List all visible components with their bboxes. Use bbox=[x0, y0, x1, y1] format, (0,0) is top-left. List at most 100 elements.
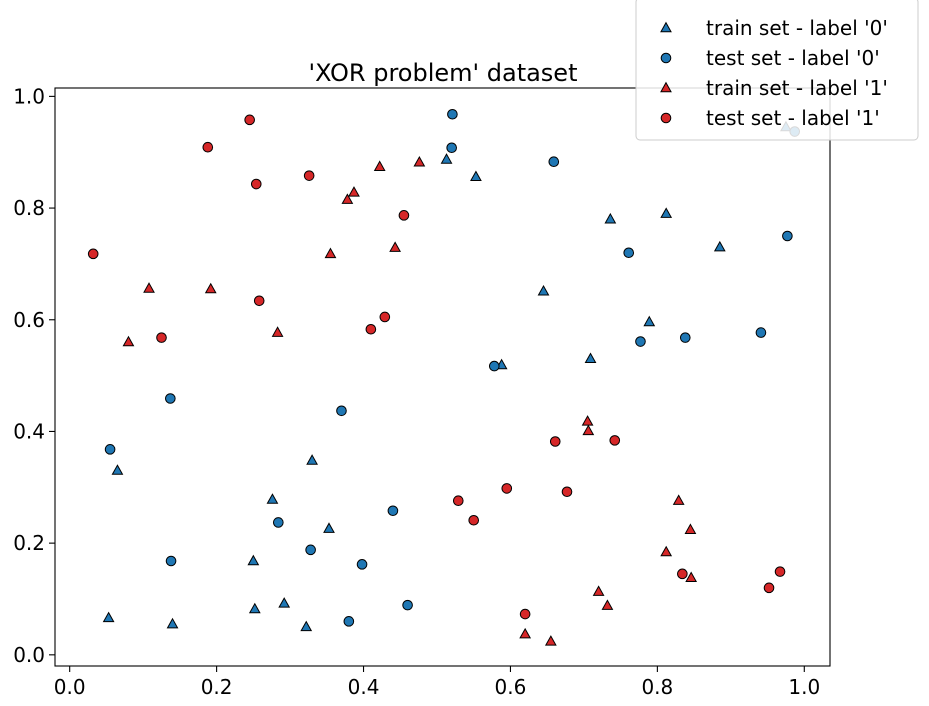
data-point bbox=[609, 435, 621, 446]
data-point bbox=[102, 611, 115, 623]
data-point bbox=[379, 311, 391, 323]
y-tick-label: 0.8 bbox=[13, 196, 45, 220]
data-point bbox=[677, 568, 688, 580]
data-point bbox=[336, 405, 347, 417]
data-point bbox=[278, 597, 291, 608]
data-point bbox=[122, 335, 135, 347]
data-point bbox=[165, 393, 176, 404]
data-point bbox=[440, 153, 453, 164]
legend-box bbox=[635, 0, 919, 141]
data-point bbox=[623, 247, 635, 259]
legend-marker bbox=[660, 21, 672, 33]
legend: train set - label '0' test set - label '0… bbox=[635, 0, 919, 141]
data-point bbox=[452, 495, 464, 506]
legend-label: test set - label '1' bbox=[706, 106, 880, 130]
data-point bbox=[581, 415, 594, 426]
data-point bbox=[519, 608, 531, 620]
y-tick-label: 0.4 bbox=[13, 419, 45, 443]
data-point bbox=[365, 323, 377, 335]
x-tick-label: 1.0 bbox=[788, 675, 820, 699]
y-tick-label: 0.0 bbox=[13, 643, 45, 667]
data-point bbox=[273, 517, 284, 528]
x-axis-ticks: 0.0 0.2 0.4 0.6 0.8 1.0 bbox=[54, 666, 820, 699]
data-point bbox=[156, 332, 167, 343]
data-point bbox=[660, 545, 673, 557]
data-point bbox=[782, 230, 793, 242]
y-tick-label: 0.6 bbox=[13, 308, 45, 332]
data-point bbox=[679, 332, 691, 343]
data-point bbox=[446, 142, 457, 154]
data-point bbox=[398, 210, 410, 221]
data-point bbox=[387, 505, 399, 517]
data-point bbox=[501, 483, 513, 494]
data-point bbox=[323, 522, 335, 533]
data-point bbox=[660, 207, 673, 218]
data-point bbox=[356, 559, 368, 570]
data-point bbox=[402, 599, 413, 611]
data-point bbox=[266, 493, 279, 504]
data-point bbox=[774, 566, 786, 577]
data-point bbox=[713, 240, 726, 252]
series-3 bbox=[87, 114, 786, 620]
data-point bbox=[202, 141, 214, 153]
data-point bbox=[300, 620, 313, 632]
legend-marker bbox=[660, 112, 672, 124]
data-point bbox=[341, 193, 354, 204]
data-point bbox=[519, 627, 532, 639]
data-point bbox=[684, 523, 697, 534]
legend-marker bbox=[660, 81, 672, 93]
data-point bbox=[549, 436, 561, 447]
data-point bbox=[584, 352, 597, 364]
data-point bbox=[389, 241, 402, 252]
data-point bbox=[165, 555, 177, 567]
data-point bbox=[250, 178, 262, 190]
data-point bbox=[271, 326, 284, 337]
data-point bbox=[306, 454, 318, 465]
plot-frame bbox=[54, 87, 831, 667]
data-point bbox=[447, 108, 458, 120]
data-point bbox=[253, 295, 265, 307]
legend-label: test set - label '0' bbox=[706, 46, 880, 70]
series-2 bbox=[122, 155, 698, 646]
data-point bbox=[305, 544, 316, 556]
data-point bbox=[373, 160, 386, 171]
data-point bbox=[685, 571, 698, 582]
data-point bbox=[488, 360, 500, 372]
data-point bbox=[204, 282, 217, 294]
data-point bbox=[143, 282, 155, 293]
data-point bbox=[248, 602, 261, 614]
data-point bbox=[104, 444, 116, 455]
data-point bbox=[548, 156, 560, 168]
data-point bbox=[763, 582, 775, 594]
data-point bbox=[166, 617, 179, 629]
data-point bbox=[413, 155, 426, 167]
chart-title: 'XOR problem' dataset bbox=[309, 59, 578, 87]
data-point bbox=[755, 327, 767, 338]
data-point bbox=[544, 635, 557, 646]
x-tick-label: 0.0 bbox=[54, 675, 86, 699]
data-point bbox=[643, 315, 656, 327]
y-tick-label: 0.2 bbox=[13, 531, 45, 555]
legend-label: train set - label '1' bbox=[706, 76, 888, 100]
legend-label: train set - label '0' bbox=[706, 16, 888, 40]
data-point bbox=[672, 494, 685, 505]
data-point bbox=[303, 170, 315, 181]
data-point bbox=[537, 284, 550, 296]
data-point bbox=[324, 247, 337, 259]
data-point bbox=[592, 585, 605, 596]
data-point bbox=[601, 599, 614, 610]
y-axis-ticks: 0.0 0.2 0.4 0.6 0.8 1.0 bbox=[13, 84, 55, 667]
data-point bbox=[604, 212, 617, 224]
data-point bbox=[468, 514, 480, 526]
data-point bbox=[561, 486, 573, 498]
data-point bbox=[87, 248, 99, 260]
y-tick-label: 1.0 bbox=[13, 84, 45, 108]
x-tick-label: 0.6 bbox=[495, 675, 527, 699]
x-tick-label: 0.4 bbox=[348, 675, 380, 699]
data-point bbox=[348, 186, 360, 197]
data-point bbox=[635, 336, 646, 347]
legend-marker bbox=[660, 52, 672, 64]
data-point bbox=[582, 424, 595, 436]
data-point bbox=[244, 114, 255, 126]
